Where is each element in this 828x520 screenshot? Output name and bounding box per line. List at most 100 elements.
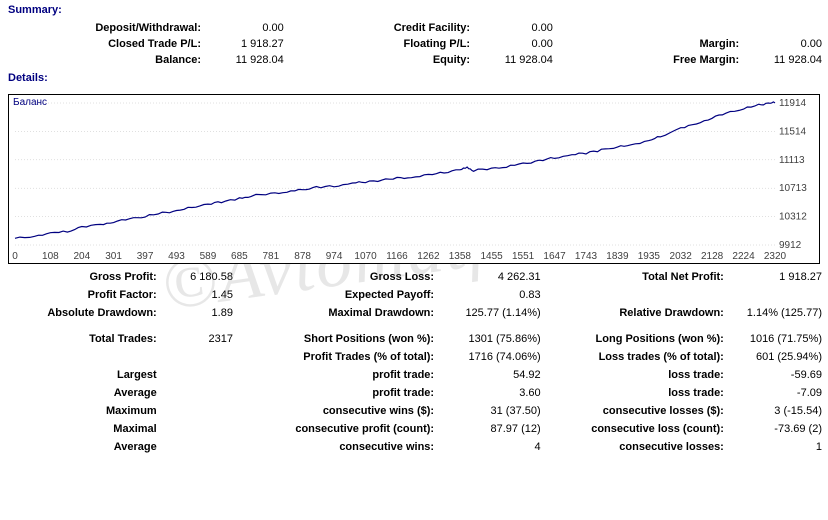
stats-label — [0, 348, 163, 366]
stats-value: 3 (-15.54) — [730, 402, 828, 420]
summary-title: Summary: — [0, 0, 828, 20]
svg-text:1070: 1070 — [354, 251, 377, 262]
summary-value: 0.00 — [207, 20, 290, 36]
stats-value: 601 (25.94%) — [730, 348, 828, 366]
stats-label: Average — [0, 384, 163, 402]
stats-value: -59.69 — [730, 366, 828, 384]
stats-row: Absolute Drawdown:1.89Maximal Drawdown:1… — [0, 304, 828, 322]
stats-value: -73.69 (2) — [730, 420, 828, 438]
stats-label: loss trade: — [547, 366, 730, 384]
stats-label: Absolute Drawdown: — [0, 304, 163, 322]
svg-text:11113: 11113 — [779, 155, 805, 166]
summary-label: Balance: — [0, 52, 207, 68]
svg-text:685: 685 — [231, 251, 248, 262]
svg-text:108: 108 — [42, 251, 59, 262]
svg-text:1166: 1166 — [386, 251, 408, 262]
summary-value: 11 928.04 — [207, 52, 290, 68]
stats-value: 1.14% (125.77) — [730, 304, 828, 322]
stats-value: 4 262.31 — [440, 268, 547, 286]
stats-row — [0, 322, 828, 330]
stats-value: 1.45 — [163, 286, 239, 304]
stats-label: Long Positions (won %): — [547, 330, 730, 348]
stats-label: Gross Profit: — [0, 268, 163, 286]
summary-value: 0.00 — [476, 20, 559, 36]
stats-row: Largest profit trade:54.92loss trade:-59.… — [0, 366, 828, 384]
details-title: Details: — [0, 68, 828, 88]
stats-label: Profit Factor: — [0, 286, 163, 304]
svg-text:1358: 1358 — [449, 251, 472, 262]
stats-row: Average profit trade:3.60loss trade:-7.09 — [0, 384, 828, 402]
svg-text:11914: 11914 — [779, 98, 807, 109]
svg-text:2320: 2320 — [764, 251, 787, 262]
stats-label: consecutive losses ($): — [547, 402, 730, 420]
stats-row: Profit Factor:1.45Expected Payoff:0.83 — [0, 286, 828, 304]
stats-label: profit trade: — [239, 366, 440, 384]
stats-row: Averageconsecutive wins:4consecutive los… — [0, 438, 828, 456]
stats-label: Short Positions (won %): — [239, 330, 440, 348]
summary-value: 0.00 — [476, 36, 559, 52]
stats-value: -7.09 — [730, 384, 828, 402]
svg-text:781: 781 — [263, 251, 280, 262]
stats-label: profit trade: — [239, 384, 440, 402]
svg-text:1647: 1647 — [543, 251, 566, 262]
stats-label: consecutive wins ($): — [239, 402, 440, 420]
svg-text:204: 204 — [73, 251, 90, 262]
stats-row: Gross Profit:6 180.58Gross Loss:4 262.31… — [0, 268, 828, 286]
svg-text:397: 397 — [137, 251, 154, 262]
stats-label: Expected Payoff: — [239, 286, 440, 304]
stats-label: Total Trades: — [0, 330, 163, 348]
svg-text:878: 878 — [294, 251, 311, 262]
stats-value: 87.97 (12) — [440, 420, 547, 438]
stats-value: 1301 (75.86%) — [440, 330, 547, 348]
stats-value — [163, 438, 239, 456]
stats-label: Loss trades (% of total): — [547, 348, 730, 366]
summary-label: Deposit/Withdrawal: — [0, 20, 207, 36]
summary-label: Margin: — [559, 36, 745, 52]
svg-text:2032: 2032 — [670, 251, 693, 262]
stats-value: 3.60 — [440, 384, 547, 402]
svg-text:1743: 1743 — [575, 251, 598, 262]
stats-label: Gross Loss: — [239, 268, 440, 286]
stats-value — [163, 366, 239, 384]
summary-label: Equity: — [290, 52, 476, 68]
svg-text:11514: 11514 — [779, 126, 807, 137]
svg-text:493: 493 — [168, 251, 185, 262]
stats-row: Maximum consecutive wins ($):31 (37.50)co… — [0, 402, 828, 420]
svg-text:9912: 9912 — [779, 240, 802, 251]
svg-text:10312: 10312 — [779, 212, 807, 223]
svg-text:589: 589 — [200, 251, 217, 262]
svg-text:974: 974 — [326, 251, 343, 262]
stats-label: Maximal Drawdown: — [239, 304, 440, 322]
summary-label: Closed Trade P/L: — [0, 36, 207, 52]
svg-text:1935: 1935 — [638, 251, 661, 262]
summary-value: 11 928.04 — [476, 52, 559, 68]
stats-row: Profit Trades (% of total):1716 (74.06%)… — [0, 348, 828, 366]
stats-value — [163, 384, 239, 402]
svg-text:301: 301 — [105, 251, 122, 262]
summary-value — [745, 20, 828, 36]
svg-text:0: 0 — [12, 251, 18, 262]
stats-value — [163, 420, 239, 438]
stats-row: Maximalconsecutive profit (count):87.97 … — [0, 420, 828, 438]
summary-row: Closed Trade P/L:1 918.27Floating P/L:0.… — [0, 36, 828, 52]
svg-text:1262: 1262 — [417, 251, 440, 262]
stats-value: 1016 (71.75%) — [730, 330, 828, 348]
stats-value: 4 — [440, 438, 547, 456]
summary-label — [559, 20, 745, 36]
stats-label: loss trade: — [547, 384, 730, 402]
stats-label: Largest — [0, 366, 163, 384]
chart-svg: 9912103121071311113115141191401082043013… — [9, 95, 819, 263]
stats-value: 1 918.27 — [730, 268, 828, 286]
summary-value: 1 918.27 — [207, 36, 290, 52]
svg-text:1551: 1551 — [512, 251, 535, 262]
stats-value: 31 (37.50) — [440, 402, 547, 420]
stats-label: consecutive profit (count): — [239, 420, 440, 438]
stats-value — [163, 348, 239, 366]
stats-value: 0.83 — [440, 286, 547, 304]
stats-row: Total Trades:2317Short Positions (won %)… — [0, 330, 828, 348]
stats-value: 54.92 — [440, 366, 547, 384]
stats-label: Relative Drawdown: — [547, 304, 730, 322]
stats-label: Maximum — [0, 402, 163, 420]
summary-label: Free Margin: — [559, 52, 745, 68]
stats-label: Profit Trades (% of total): — [239, 348, 440, 366]
